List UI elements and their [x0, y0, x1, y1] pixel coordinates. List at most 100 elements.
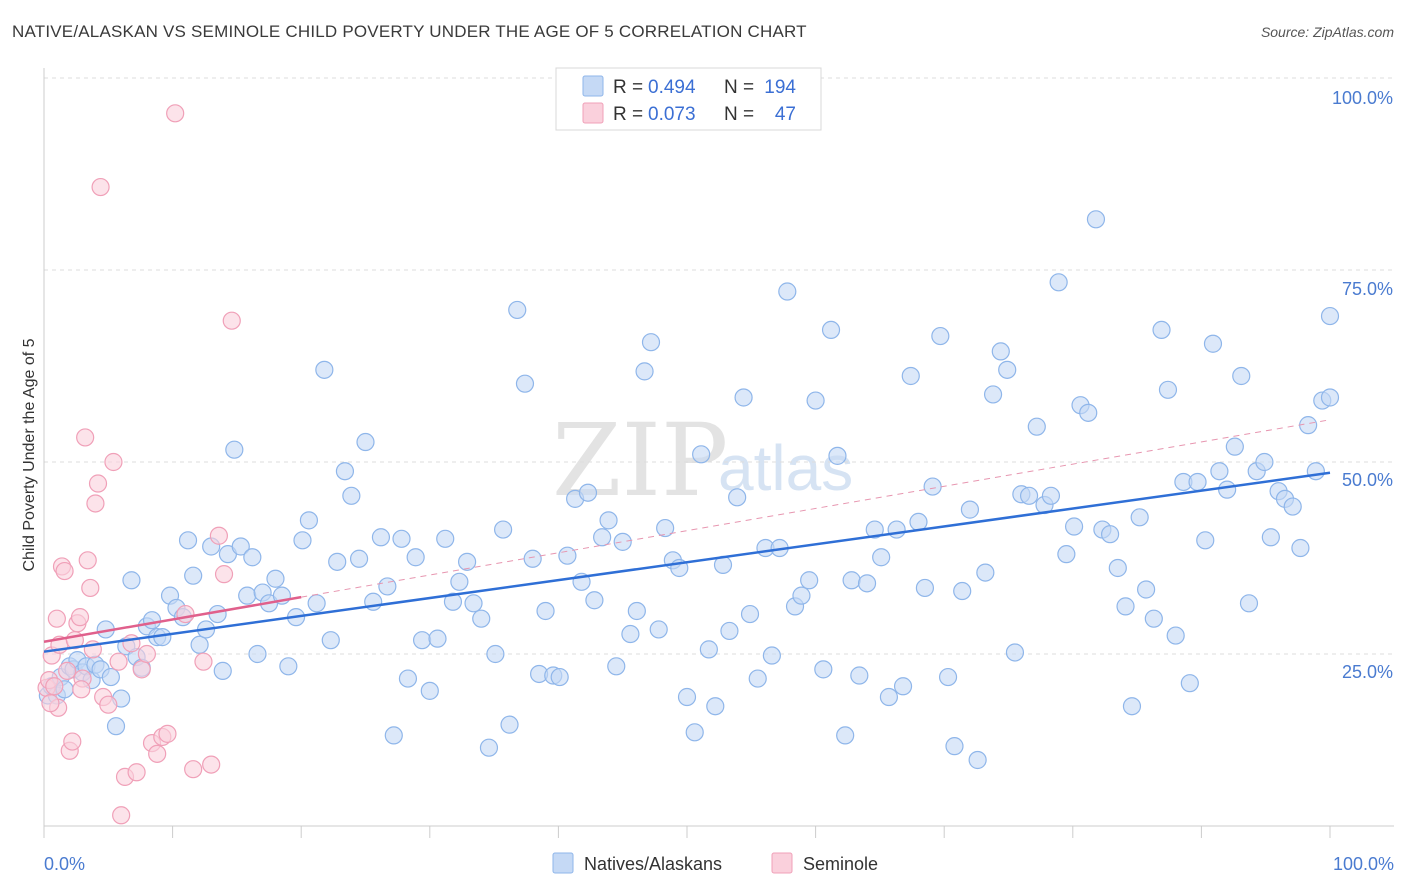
seminole-point-42 — [214, 565, 234, 584]
natives-point-38 — [238, 586, 257, 605]
seminole-point-7 — [55, 561, 74, 581]
natives-point-69 — [450, 572, 469, 591]
seminole-point-13 — [70, 608, 90, 627]
stats-legend: R = 0.494 N = 194 R = 0.073 N = 47 — [555, 67, 822, 131]
natives-point-166 — [1152, 320, 1171, 340]
natives-point-165 — [1144, 609, 1163, 628]
natives-point-96 — [641, 333, 661, 352]
x-ticks — [43, 826, 1331, 838]
natives-point-139 — [953, 581, 972, 601]
natives-point-76 — [500, 715, 519, 734]
seminole-point-24 — [104, 452, 123, 472]
seminole-point-15 — [76, 428, 95, 447]
natives-point-77 — [508, 300, 527, 320]
natives-point-152 — [1049, 273, 1068, 292]
natives-point-84 — [558, 546, 577, 565]
natives-point-148 — [1019, 486, 1039, 505]
natives-point-131 — [893, 677, 913, 696]
stats-n-label-natives: N = — [724, 77, 754, 98]
natives-point-163 — [1130, 508, 1149, 527]
natives-point-51 — [321, 631, 340, 650]
natives-point-146 — [1005, 643, 1025, 662]
seminole-point-4 — [47, 609, 66, 628]
seminole-point-36 — [166, 104, 185, 123]
natives-point-130 — [887, 520, 906, 539]
natives-point-177 — [1232, 366, 1251, 386]
natives-point-173 — [1203, 334, 1223, 353]
natives-point-111 — [748, 669, 767, 688]
natives-point-178 — [1239, 594, 1259, 613]
natives-point-93 — [621, 624, 640, 644]
natives-point-119 — [806, 391, 825, 410]
seminole-point-28 — [122, 634, 141, 653]
seminole-point-46 — [41, 694, 60, 713]
natives-point-156 — [1079, 403, 1098, 422]
natives-point-43 — [266, 569, 285, 588]
stats-n-value-natives: 194 — [764, 77, 796, 98]
series-seminole-points — [37, 104, 241, 825]
stats-r-value-natives: 0.494 — [648, 77, 696, 98]
natives-point-133 — [909, 512, 928, 532]
natives-point-66 — [428, 629, 447, 648]
natives-point-110 — [740, 604, 760, 624]
natives-point-75 — [494, 520, 513, 539]
natives-point-164 — [1137, 580, 1156, 599]
natives-point-64 — [412, 631, 432, 650]
seminole-point-20 — [88, 474, 108, 493]
source-credit: Source: ZipAtlas.com — [1260, 24, 1394, 40]
natives-point-36 — [225, 440, 244, 459]
natives-point-151 — [1041, 486, 1061, 505]
seminole-point-45 — [72, 680, 91, 699]
y-tick-label-25: 25.0% — [1342, 662, 1393, 682]
seminole-point-26 — [112, 806, 131, 825]
natives-point-53 — [335, 462, 355, 481]
seminole-point-29 — [127, 763, 146, 782]
natives-point-143 — [983, 385, 1003, 404]
natives-point-145 — [998, 360, 1017, 379]
legend-swatch-seminole — [771, 852, 793, 874]
natives-point-104 — [699, 640, 718, 659]
seminole-point-37 — [176, 604, 195, 624]
natives-point-68 — [443, 592, 463, 611]
seminole-point-3 — [45, 677, 64, 696]
natives-point-74 — [486, 644, 505, 664]
natives-point-109 — [734, 388, 753, 407]
natives-point-172 — [1196, 531, 1215, 550]
y-axis-title: Child Poverty Under the Age of 5 — [21, 338, 38, 571]
natives-point-189 — [1320, 388, 1340, 407]
natives-point-160 — [1108, 558, 1127, 578]
natives-point-136 — [931, 326, 950, 346]
natives-point-153 — [1057, 545, 1076, 564]
natives-point-117 — [792, 586, 811, 605]
seminole-point-23 — [99, 695, 118, 714]
natives-point-115 — [778, 282, 797, 301]
natives-point-33 — [208, 604, 227, 624]
natives-point-95 — [635, 362, 654, 381]
natives-point-154 — [1064, 517, 1084, 536]
natives-point-94 — [627, 601, 646, 621]
natives-point-176 — [1225, 437, 1244, 456]
natives-point-70 — [457, 552, 477, 571]
natives-point-128 — [872, 548, 891, 567]
natives-point-81 — [536, 601, 555, 621]
y-tick-label-100: 100.0% — [1332, 88, 1393, 108]
natives-point-87 — [578, 483, 598, 502]
seminole-point-43 — [222, 311, 241, 330]
natives-point-127 — [865, 520, 884, 539]
natives-point-62 — [398, 669, 418, 688]
natives-point-174 — [1210, 462, 1229, 481]
stats-r-value-seminole: 0.073 — [648, 104, 696, 125]
stats-r-label-seminole: R = — [613, 104, 643, 125]
x-tick-label-min: 0.0% — [44, 854, 85, 874]
seminole-point-19 — [86, 494, 105, 513]
natives-point-102 — [685, 723, 704, 742]
natives-trend-line — [43, 471, 1331, 653]
natives-point-181 — [1261, 528, 1280, 547]
natives-point-50 — [315, 360, 334, 379]
natives-point-190 — [1320, 306, 1340, 326]
seminole-point-41 — [209, 526, 228, 545]
natives-point-58 — [371, 528, 391, 547]
natives-point-47 — [293, 531, 312, 550]
natives-point-48 — [299, 511, 319, 530]
